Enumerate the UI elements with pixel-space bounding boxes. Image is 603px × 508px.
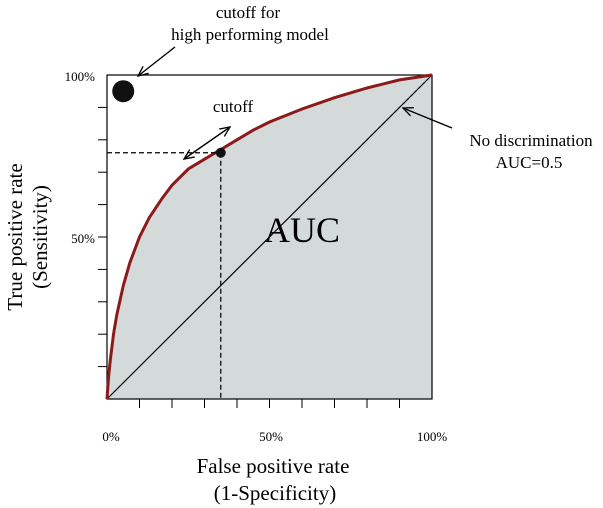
x-axis-title-line2: (1-Specificity)	[214, 481, 336, 505]
roc-curve	[105, 73, 433, 400]
auc-label: AUC	[264, 210, 340, 250]
high-cutoff-arrow	[138, 46, 176, 76]
no-discrimination-label-line1: No discrimination	[469, 131, 593, 150]
axis-ticks	[98, 106, 400, 408]
x-tick-label-0: 0%	[102, 429, 120, 444]
y-tick-label-50: 50%	[71, 231, 95, 246]
cutoff-label: cutoff	[213, 97, 254, 116]
cutoff-double-arrow	[184, 127, 230, 159]
x-tick-label-50: 50%	[259, 429, 283, 444]
no-discrimination-arrow	[403, 108, 453, 129]
y-tick-label-100: 100%	[65, 69, 96, 84]
x-tick-label-100: 100%	[417, 429, 448, 444]
high-performing-point	[112, 80, 135, 103]
high-cutoff-label-line1: cutoff for	[216, 3, 281, 22]
cutoff-point	[215, 147, 226, 158]
y-axis-title-line2: (Sensitivity)	[28, 185, 52, 289]
no-discrimination-label-line2: AUC=0.5	[496, 153, 563, 172]
x-axis-title-line1: False positive rate	[197, 454, 350, 478]
no-discrimination-line	[106, 74, 433, 400]
y-axis-title-line1: True positive rate	[3, 163, 27, 310]
high-cutoff-label-line2: high performing model	[171, 25, 329, 44]
